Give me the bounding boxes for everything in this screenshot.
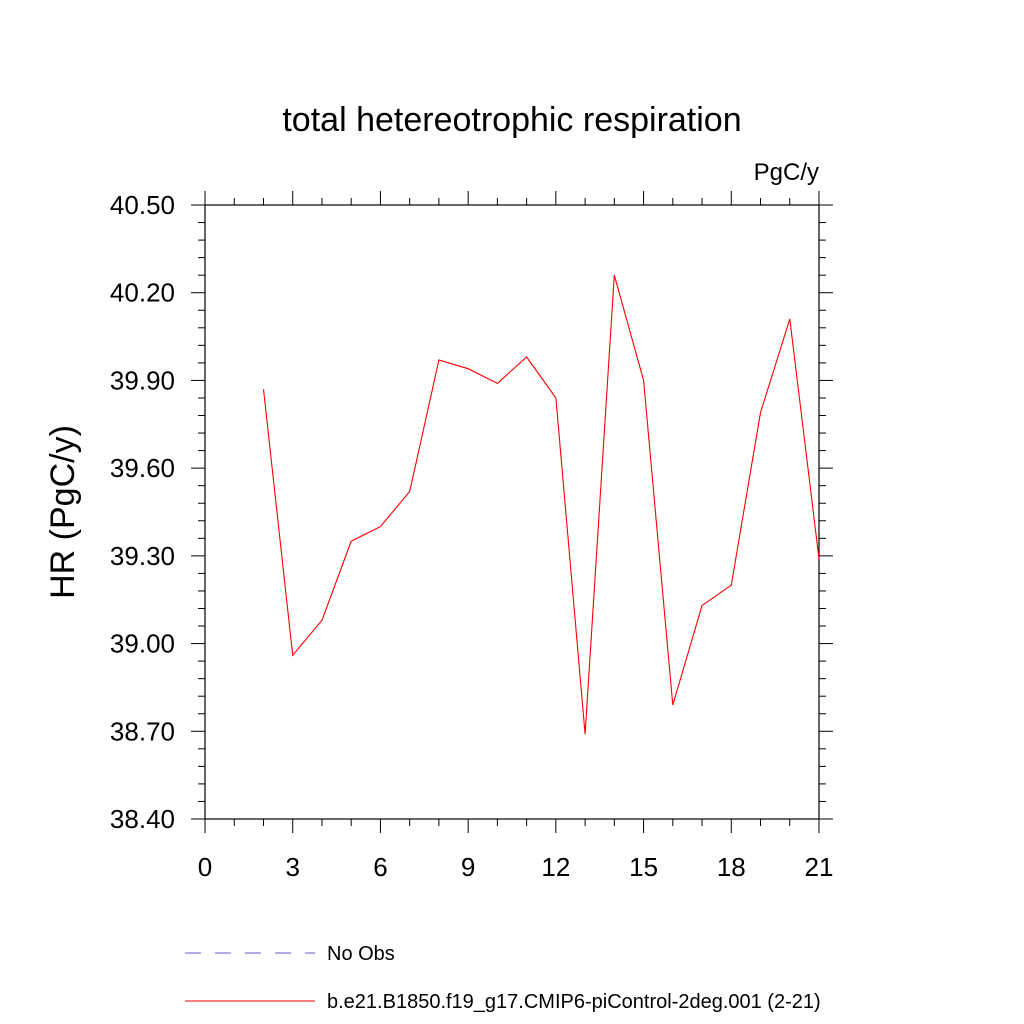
chart-title: total hetereotrophic respiration — [282, 101, 741, 139]
x-tick-label: 21 — [805, 852, 834, 882]
y-tick-label: 39.60 — [110, 453, 175, 483]
axis-ticks — [191, 191, 833, 833]
x-tick-label: 3 — [285, 852, 299, 882]
y-tick-label: 38.40 — [110, 804, 175, 834]
legend: No Obs b.e21.B1850.f19_g17.CMIP6-piContr… — [185, 943, 821, 1013]
y-tick-label: 39.90 — [110, 365, 175, 395]
y-tick-label: 40.50 — [110, 190, 175, 220]
x-tick-label: 12 — [541, 852, 570, 882]
x-tick-labels: 0 3 6 9 12 15 18 21 — [198, 852, 834, 882]
y-axis-label: HR (PgC/y) — [44, 425, 82, 599]
x-tick-label: 18 — [717, 852, 746, 882]
plot-frame — [204, 204, 820, 820]
units-label: PgC/y — [754, 159, 819, 186]
x-tick-label: 6 — [373, 852, 387, 882]
y-tick-label: 39.30 — [110, 541, 175, 571]
y-tick-label: 38.70 — [110, 716, 175, 746]
legend-label-no-obs: No Obs — [327, 943, 395, 965]
x-tick-label: 15 — [629, 852, 658, 882]
x-tick-label: 9 — [461, 852, 475, 882]
series-line — [262, 275, 820, 735]
y-tick-label: 39.00 — [110, 629, 175, 659]
y-tick-labels: 38.40 38.70 39.00 39.30 39.60 39.90 40.20 40.50 — [110, 190, 175, 834]
x-tick-label: 0 — [198, 852, 212, 882]
legend-label-model-run: b.e21.B1850.f19_g17.CMIP6-piControl-2deg… — [327, 991, 821, 1013]
series-layer — [262, 275, 820, 735]
y-tick-label: 40.20 — [110, 278, 175, 308]
